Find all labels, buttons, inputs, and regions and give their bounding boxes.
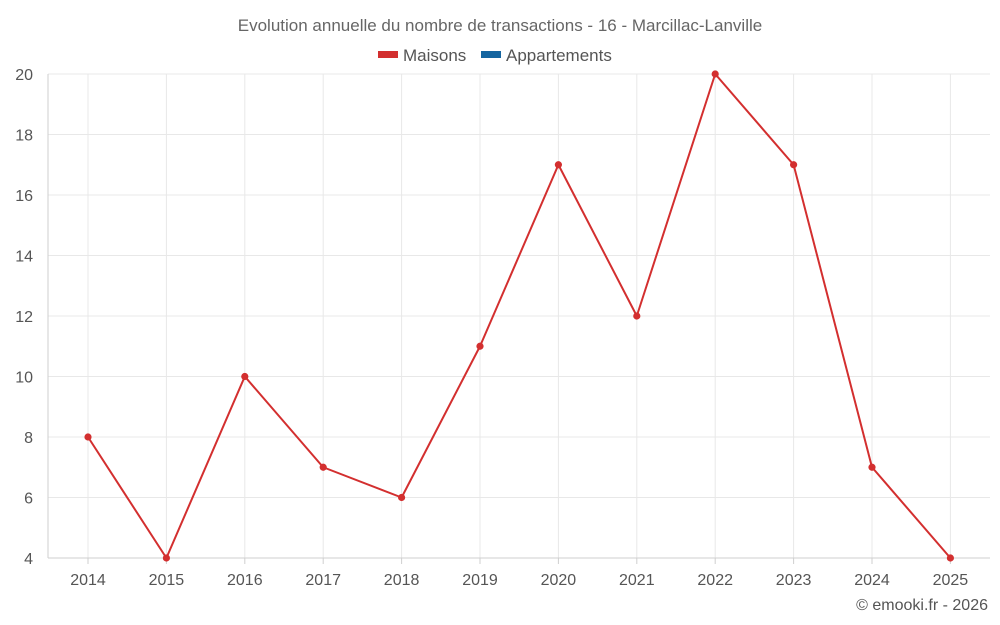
x-tick-label: 2018 [384, 572, 420, 589]
data-point [319, 463, 327, 471]
y-tick-label: 4 [24, 551, 33, 568]
series-layer [84, 70, 955, 562]
x-tick-label: 2023 [776, 572, 812, 589]
data-point [790, 161, 798, 169]
y-tick-label: 6 [24, 491, 33, 508]
x-tick-label: 2019 [462, 572, 498, 589]
grid-layer [48, 73, 990, 559]
x-tick-label: 2015 [149, 572, 185, 589]
x-tick-label: 2021 [619, 572, 655, 589]
data-point [711, 70, 719, 78]
x-tick-label: 2017 [305, 572, 341, 589]
data-point [162, 554, 170, 562]
y-tick-label: 18 [15, 128, 33, 145]
x-tick-label: 2014 [70, 572, 106, 589]
y-tick-label: 8 [24, 430, 33, 447]
credit: © emooki.fr - 2026 [856, 597, 988, 614]
legend-label-appartements[interactable]: Appartements [506, 46, 612, 65]
y-tick-label: 10 [15, 370, 33, 387]
x-tick-label: 2016 [227, 572, 263, 589]
y-tick-label: 20 [15, 67, 33, 84]
data-point [241, 372, 249, 381]
data-point [554, 161, 563, 169]
legend-label-maisons[interactable]: Maisons [403, 46, 466, 65]
data-point [868, 463, 876, 471]
data-point [84, 433, 92, 441]
legend: Maisons Appartements [378, 46, 612, 65]
x-tick-label: 2025 [933, 572, 969, 589]
y-tick-label: 14 [15, 249, 33, 266]
legend-swatch-maisons [378, 51, 398, 58]
data-point [398, 493, 406, 502]
x-tick-label: 2020 [541, 572, 577, 589]
legend-swatch-appartements [481, 51, 501, 58]
chart-title: Evolution annuelle du nombre de transact… [238, 16, 762, 35]
x-tick-label: 2024 [854, 572, 890, 589]
y-tick-label: 12 [15, 309, 33, 326]
axis-layer: 4 6 8 10 12 14 16 18 20 2014 2015 2016 2017 2018 2019 2… [15, 67, 990, 589]
data-point [946, 554, 955, 562]
y-tick-label: 16 [15, 188, 33, 205]
series-line-maisons [87, 73, 952, 559]
data-point [476, 342, 484, 350]
data-point [633, 312, 641, 320]
x-tick-label: 2022 [697, 572, 733, 589]
